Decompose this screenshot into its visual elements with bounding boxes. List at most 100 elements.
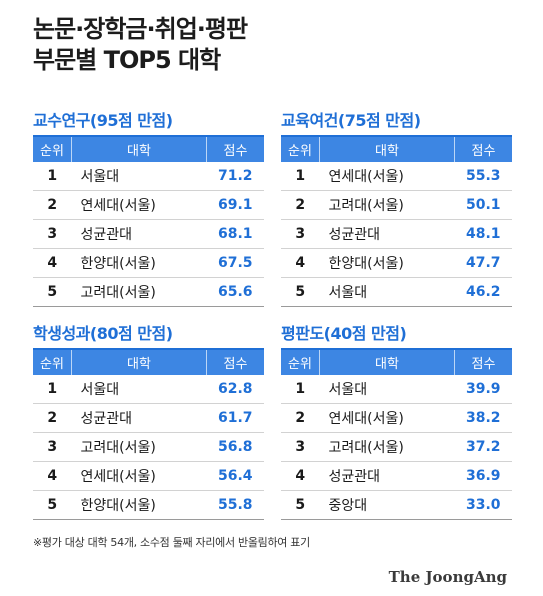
score-cell: 39.9 [454, 375, 512, 404]
panel-title: 교육여건(75점 만점) [281, 111, 421, 130]
title-line-1: 논문·장학금·취업·평판 [33, 15, 248, 43]
header-university: 대학 [71, 349, 207, 375]
score-cell: 61.7 [206, 403, 264, 433]
university-cell: 연세대(서울) [71, 190, 207, 220]
table-row: 5 고려대(서울) 65.6 [33, 277, 264, 307]
table-row: 3 고려대(서울) 37.2 [281, 432, 512, 462]
score-cell: 47.7 [454, 248, 512, 278]
ranking-table: 순위 대학 점수 1 서울대 71.2 2 연세대(서울) 69.1 3 성균관대 68.1… [33, 135, 264, 307]
header-rank: 순위 [33, 136, 72, 162]
university-cell: 연세대(서울) [319, 403, 455, 433]
header-score: 점수 [454, 136, 512, 162]
university-cell: 서울대 [71, 375, 207, 404]
table-row: 3 고려대(서울) 56.8 [33, 432, 264, 462]
header-score: 점수 [206, 136, 264, 162]
university-cell: 한양대(서울) [71, 490, 207, 520]
rank-cell: 4 [33, 461, 72, 491]
score-cell: 67.5 [206, 248, 264, 278]
rank-cell: 4 [281, 461, 320, 491]
panel-education-conditions: 교육여건(75점 만점) 순위 대학 점수 1 연세대(서울) 55.3 2 고려대(… [281, 110, 512, 307]
panel-professor-research: 교수연구(95점 만점) 순위 대학 점수 1 서울대 71.2 2 연세대(서울) 6… [33, 110, 264, 307]
table-row: 5 중앙대 33.0 [281, 490, 512, 520]
score-cell: 62.8 [206, 375, 264, 404]
score-cell: 55.3 [454, 162, 512, 191]
table-row: 4 성균관대 36.9 [281, 461, 512, 491]
panel-reputation: 평판도(40점 만점) 순위 대학 점수 1 서울대 39.9 2 연세대(서울) 38… [281, 323, 512, 520]
table-row: 1 서울대 39.9 [281, 375, 512, 404]
header-score: 점수 [206, 349, 264, 375]
score-cell: 38.2 [454, 403, 512, 433]
header-rank: 순위 [281, 136, 320, 162]
rank-cell: 4 [33, 248, 72, 278]
table-header-row: 순위 대학 점수 [33, 136, 264, 162]
rank-cell: 3 [281, 219, 320, 249]
header-rank: 순위 [33, 349, 72, 375]
table-row: 2 고려대(서울) 50.1 [281, 190, 512, 220]
table-row: 1 서울대 71.2 [33, 162, 264, 191]
score-cell: 68.1 [206, 219, 264, 249]
header-rank: 순위 [281, 349, 320, 375]
panel-student-outcomes: 학생성과(80점 만점) 순위 대학 점수 1 서울대 62.8 2 성균관대 61.7… [33, 323, 264, 520]
university-cell: 고려대(서울) [319, 432, 455, 462]
university-cell: 고려대(서울) [319, 190, 455, 220]
table-row: 3 성균관대 48.1 [281, 219, 512, 249]
score-cell: 55.8 [206, 490, 264, 520]
rank-cell: 5 [281, 490, 320, 520]
header-university: 대학 [319, 349, 455, 375]
university-cell: 고려대(서울) [71, 277, 207, 307]
score-cell: 46.2 [454, 277, 512, 307]
rank-cell: 5 [33, 277, 72, 307]
score-cell: 36.9 [454, 461, 512, 491]
table-row: 4 연세대(서울) 56.4 [33, 461, 264, 491]
table-header-row: 순위 대학 점수 [281, 136, 512, 162]
score-cell: 71.2 [206, 162, 264, 191]
rank-cell: 5 [33, 490, 72, 520]
publisher-logo: The JoongAng [388, 568, 507, 586]
infographic-title: 논문·장학금·취업·평판 부문별 TOP5 대학 [33, 14, 513, 76]
university-cell: 서울대 [319, 375, 455, 404]
university-cell: 서울대 [319, 277, 455, 307]
ranking-table: 순위 대학 점수 1 연세대(서울) 55.3 2 고려대(서울) 50.1 3 성균관대… [281, 135, 512, 307]
rank-cell: 3 [33, 219, 72, 249]
rank-cell: 1 [281, 375, 320, 404]
rank-cell: 2 [281, 403, 320, 433]
title-line-2: 부문별 TOP5 대학 [33, 46, 221, 74]
table-row: 2 연세대(서울) 69.1 [33, 190, 264, 220]
rank-cell: 2 [281, 190, 320, 220]
university-cell: 중앙대 [319, 490, 455, 520]
table-row: 3 성균관대 68.1 [33, 219, 264, 249]
rank-cell: 1 [281, 162, 320, 191]
ranking-table: 순위 대학 점수 1 서울대 62.8 2 성균관대 61.7 3 고려대(서울) 56.8… [33, 348, 264, 520]
score-cell: 56.4 [206, 461, 264, 491]
panel-title: 학생성과(80점 만점) [33, 324, 173, 343]
rank-cell: 1 [33, 162, 72, 191]
header-score: 점수 [454, 349, 512, 375]
rank-cell: 3 [33, 432, 72, 462]
university-cell: 연세대(서울) [319, 162, 455, 191]
table-row: 4 한양대(서울) 67.5 [33, 248, 264, 278]
table-row: 2 연세대(서울) 38.2 [281, 403, 512, 433]
university-cell: 서울대 [71, 162, 207, 191]
score-cell: 48.1 [454, 219, 512, 249]
table-header-row: 순위 대학 점수 [281, 349, 512, 375]
table-header-row: 순위 대학 점수 [33, 349, 264, 375]
table-row: 5 서울대 46.2 [281, 277, 512, 307]
rank-cell: 1 [33, 375, 72, 404]
university-cell: 한양대(서울) [71, 248, 207, 278]
ranking-table: 순위 대학 점수 1 서울대 39.9 2 연세대(서울) 38.2 3 고려대(서울) 3… [281, 348, 512, 520]
rank-cell: 2 [33, 403, 72, 433]
university-cell: 성균관대 [71, 403, 207, 433]
header-university: 대학 [319, 136, 455, 162]
header-university: 대학 [71, 136, 207, 162]
score-cell: 50.1 [454, 190, 512, 220]
score-cell: 37.2 [454, 432, 512, 462]
rank-cell: 3 [281, 432, 320, 462]
university-cell: 성균관대 [319, 461, 455, 491]
score-cell: 33.0 [454, 490, 512, 520]
table-row: 2 성균관대 61.7 [33, 403, 264, 433]
table-row: 1 연세대(서울) 55.3 [281, 162, 512, 191]
table-row: 5 한양대(서울) 55.8 [33, 490, 264, 520]
score-cell: 65.6 [206, 277, 264, 307]
table-row: 4 한양대(서울) 47.7 [281, 248, 512, 278]
score-cell: 69.1 [206, 190, 264, 220]
